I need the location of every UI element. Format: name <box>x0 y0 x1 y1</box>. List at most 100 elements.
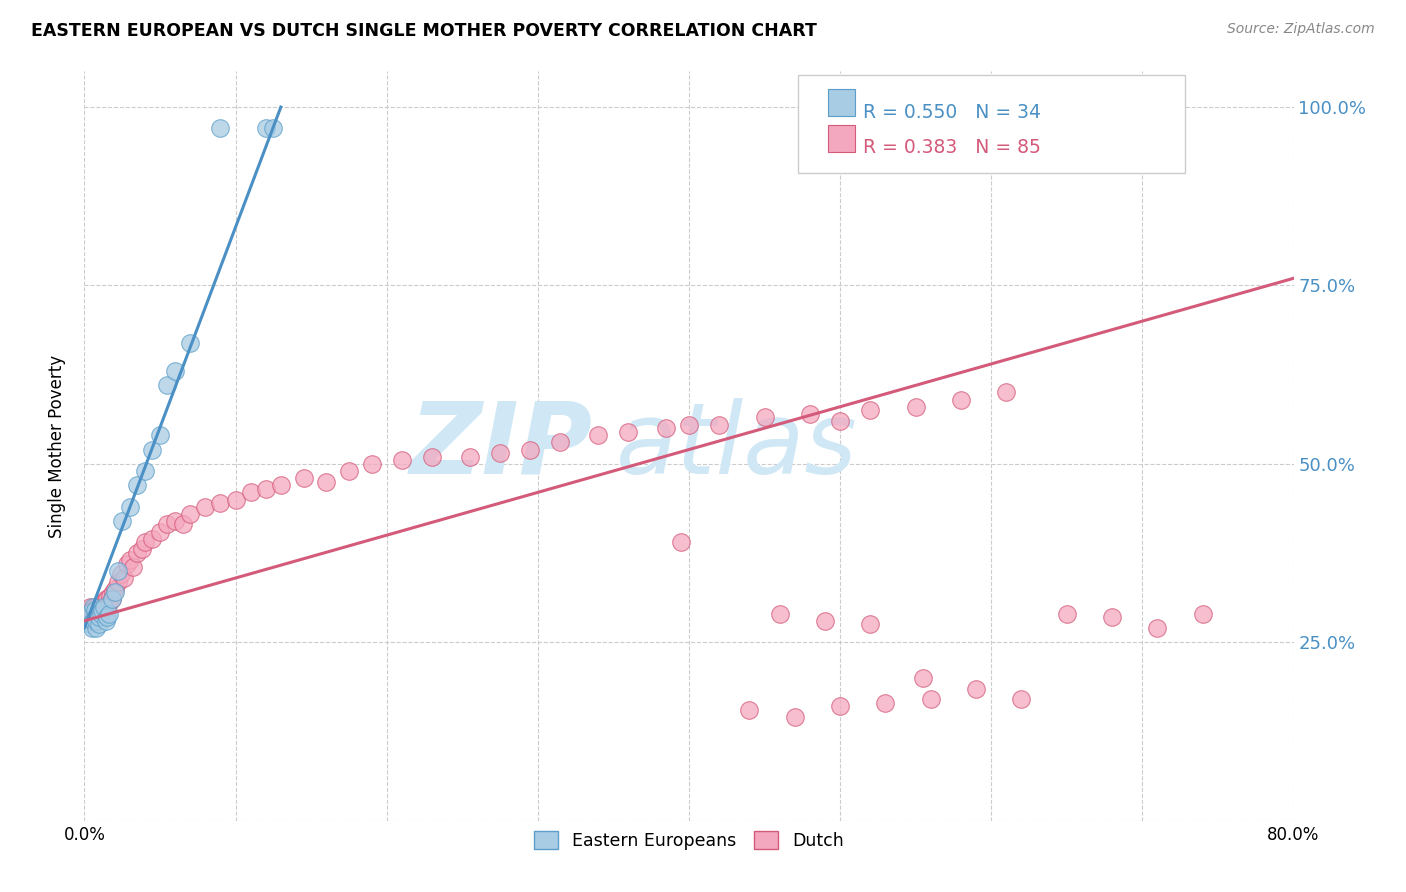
Point <box>87 603 110 617</box>
Point <box>76 610 98 624</box>
Point <box>165 364 187 378</box>
Point <box>859 617 882 632</box>
Point <box>194 500 217 514</box>
Text: EASTERN EUROPEAN VS DUTCH SINGLE MOTHER POVERTY CORRELATION CHART: EASTERN EUROPEAN VS DUTCH SINGLE MOTHER … <box>31 22 817 40</box>
Point <box>391 453 413 467</box>
Point <box>89 610 111 624</box>
Point <box>799 407 821 421</box>
Text: ZIP: ZIP <box>409 398 592 494</box>
Point <box>112 571 135 585</box>
Point <box>82 599 104 614</box>
Point <box>96 592 118 607</box>
Point <box>121 560 143 574</box>
Point <box>134 535 156 549</box>
Point <box>118 553 141 567</box>
Bar <box>828 89 855 116</box>
Point <box>82 614 104 628</box>
Point <box>76 607 98 621</box>
Point <box>315 475 337 489</box>
Point <box>127 478 149 492</box>
Point <box>97 607 120 621</box>
Point <box>1011 692 1033 706</box>
Point <box>149 428 172 442</box>
Point <box>79 599 101 614</box>
Point <box>86 614 108 628</box>
Point <box>1101 610 1123 624</box>
Point <box>489 446 512 460</box>
Point <box>738 703 761 717</box>
Point <box>156 378 179 392</box>
Point <box>84 610 107 624</box>
Point <box>172 517 194 532</box>
Point <box>82 614 104 628</box>
Point <box>86 599 108 614</box>
Point <box>134 464 156 478</box>
Point <box>270 478 292 492</box>
Text: R = 0.550   N = 34: R = 0.550 N = 34 <box>863 103 1040 122</box>
Point <box>920 692 942 706</box>
Point <box>86 614 108 628</box>
Point <box>904 400 927 414</box>
Point <box>84 603 107 617</box>
Point <box>254 121 277 136</box>
Point <box>254 482 277 496</box>
Point <box>337 464 360 478</box>
Point <box>655 421 678 435</box>
Y-axis label: Single Mother Poverty: Single Mother Poverty <box>48 354 66 538</box>
Point <box>96 610 118 624</box>
Point <box>420 450 443 464</box>
Point <box>1192 607 1215 621</box>
Point <box>101 585 124 599</box>
Text: R = 0.383   N = 85: R = 0.383 N = 85 <box>863 138 1040 157</box>
Point <box>830 699 852 714</box>
Point <box>519 442 541 457</box>
Point <box>912 671 935 685</box>
Point <box>995 385 1018 400</box>
Point <box>77 607 100 621</box>
Point <box>830 414 852 428</box>
Point <box>225 492 247 507</box>
Point <box>110 567 132 582</box>
Point <box>93 599 115 614</box>
Point <box>107 564 129 578</box>
Point <box>84 599 107 614</box>
Point <box>111 514 134 528</box>
Point <box>209 121 232 136</box>
Point <box>950 392 973 407</box>
Point <box>239 485 262 500</box>
Point <box>118 500 141 514</box>
Point <box>965 681 987 696</box>
Point <box>97 596 120 610</box>
Point <box>179 507 201 521</box>
Point <box>1146 621 1168 635</box>
Point <box>458 450 481 464</box>
Point <box>262 121 284 136</box>
Point <box>91 603 114 617</box>
Point <box>1056 607 1078 621</box>
Point <box>149 524 172 539</box>
Point <box>814 614 837 628</box>
Point <box>79 603 101 617</box>
Point <box>89 617 111 632</box>
Point <box>156 517 179 532</box>
Point <box>96 603 118 617</box>
Point <box>89 599 111 614</box>
Point <box>90 603 112 617</box>
Point <box>754 410 776 425</box>
Point <box>84 610 107 624</box>
Point <box>91 596 114 610</box>
Point <box>550 435 572 450</box>
Point <box>98 589 121 603</box>
Point <box>100 592 122 607</box>
Point <box>79 617 101 632</box>
Point <box>89 610 111 624</box>
Point <box>671 535 693 549</box>
Point <box>80 621 103 635</box>
Point <box>90 607 112 621</box>
Point <box>617 425 640 439</box>
Point <box>678 417 700 432</box>
Point <box>80 610 103 624</box>
Legend: Eastern Europeans, Dutch: Eastern Europeans, Dutch <box>527 824 851 857</box>
Point <box>107 574 129 589</box>
Point <box>127 546 149 560</box>
